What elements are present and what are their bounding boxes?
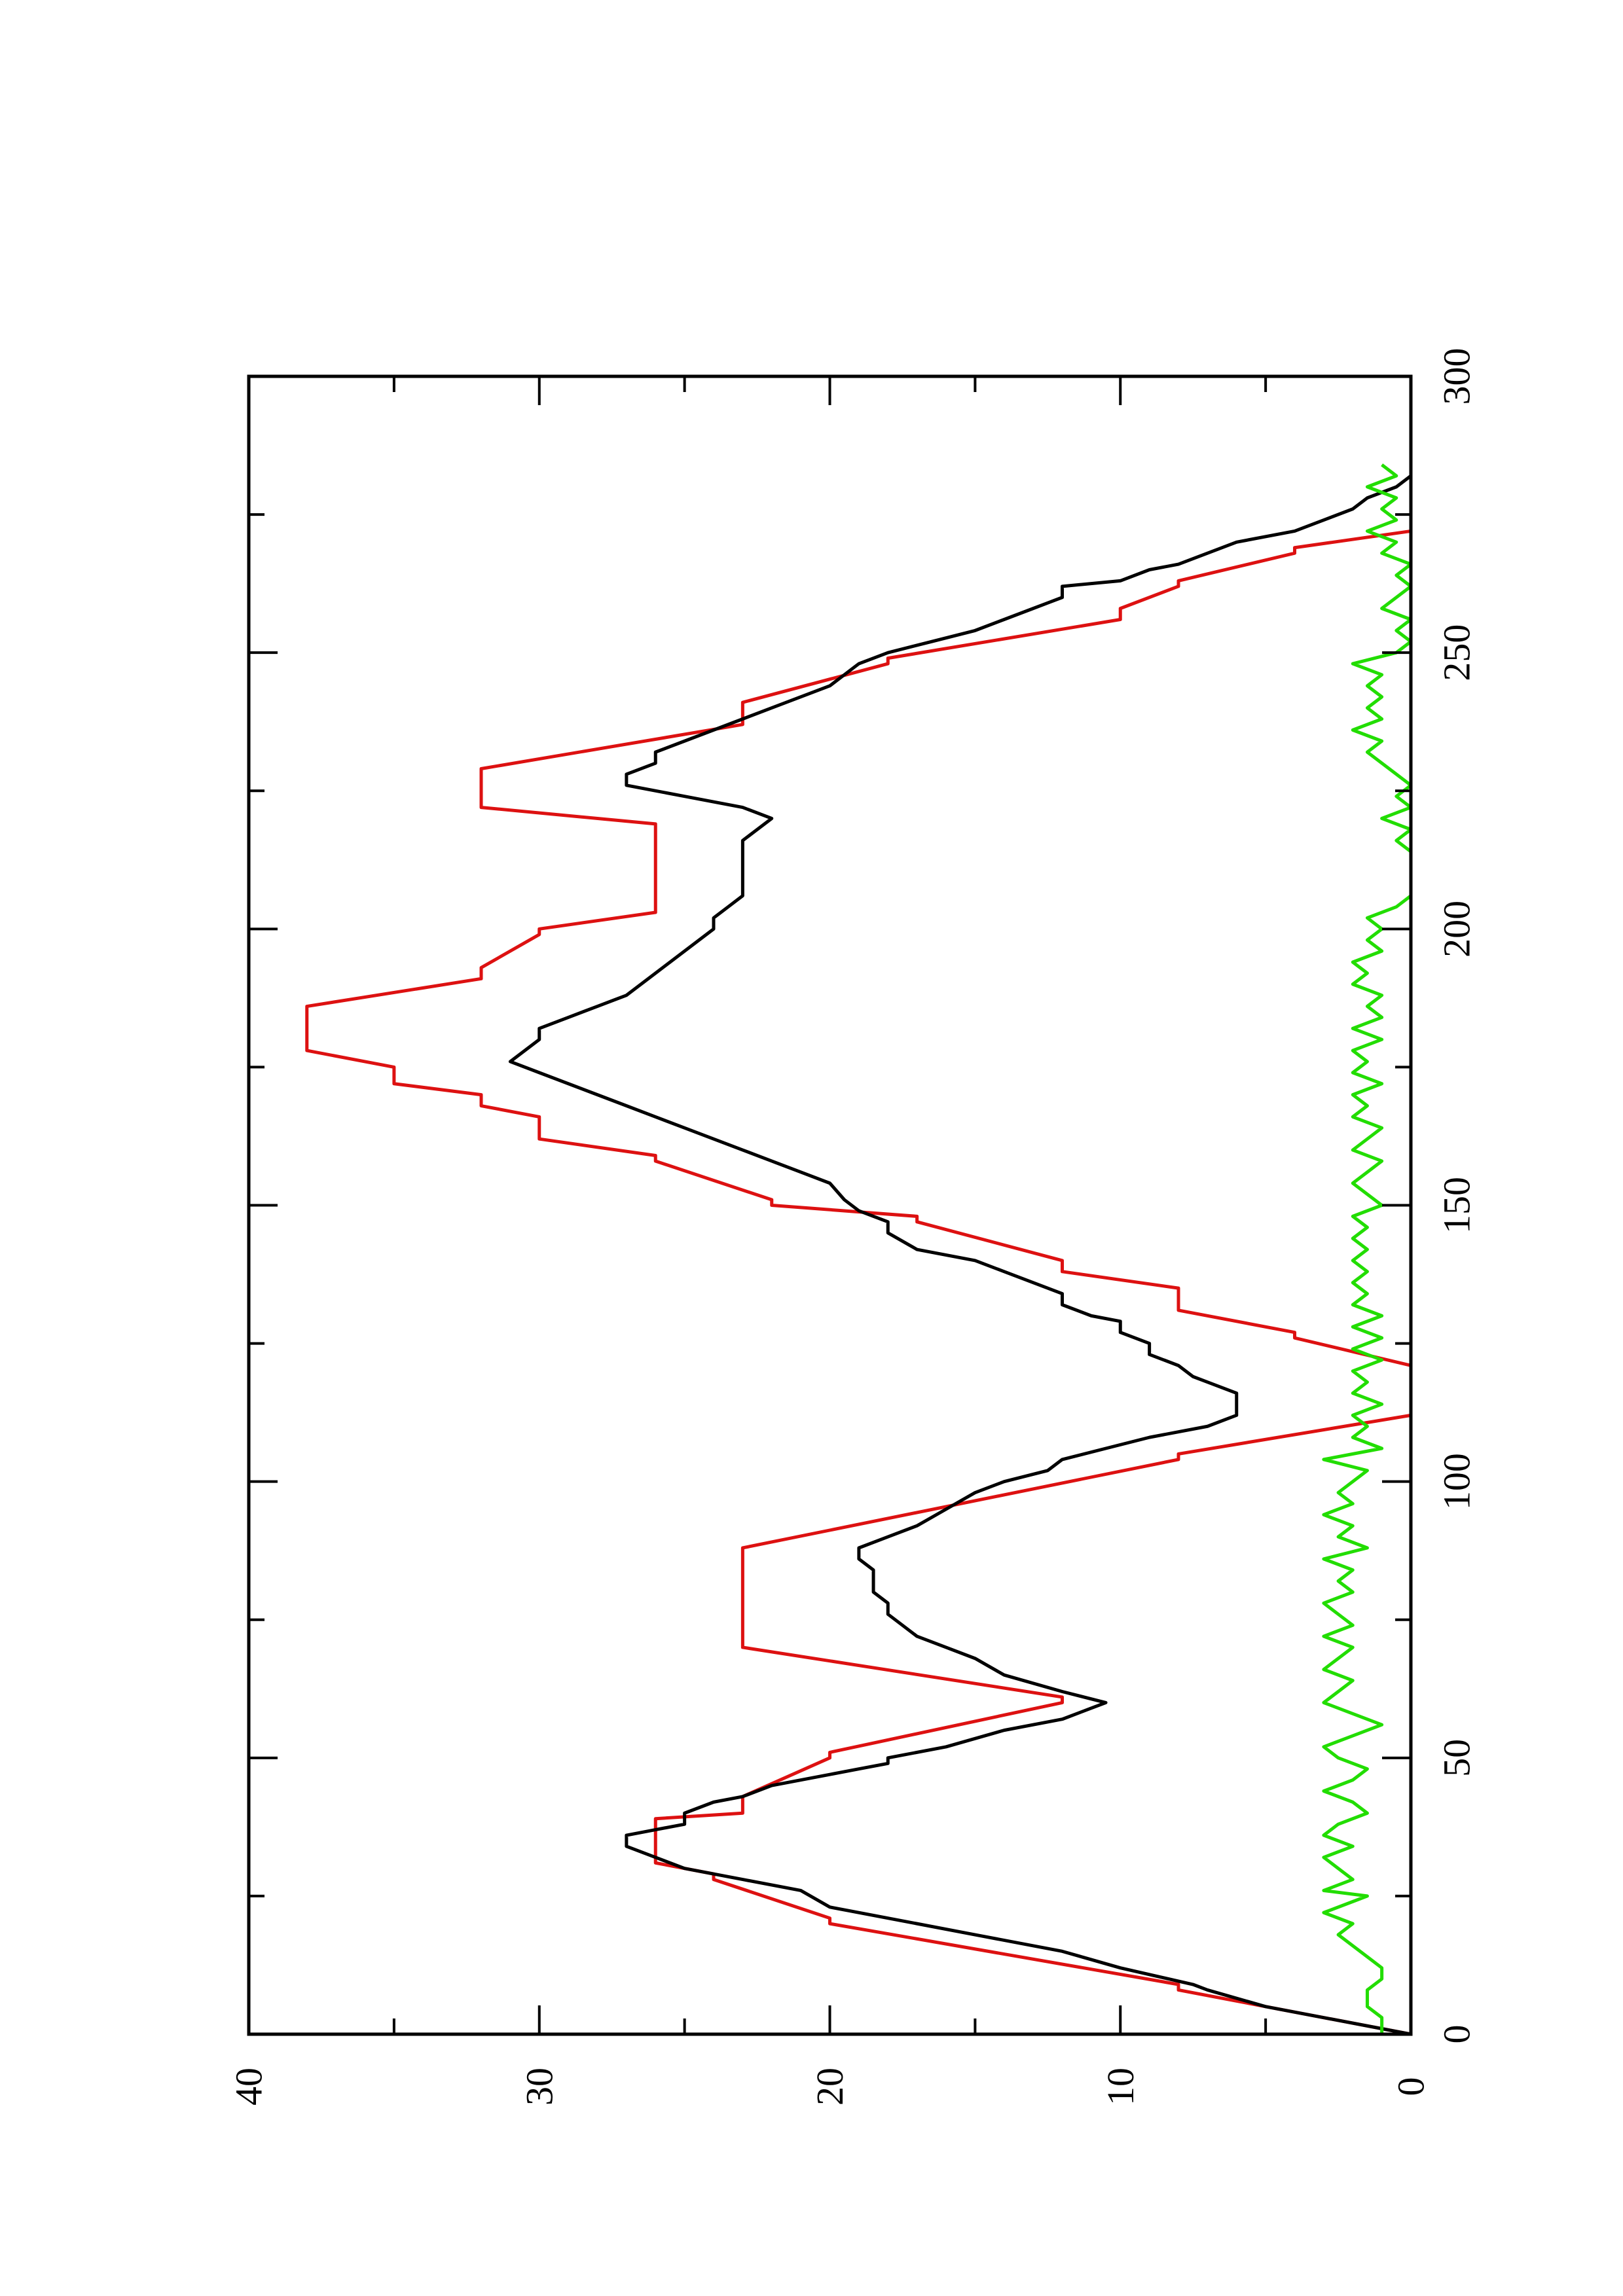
series-line-2: [508, 474, 1412, 2036]
tick-layer: 0 50 100 150 200 250 300 0 10 20 30 40: [228, 348, 1478, 2106]
series-line-1: [305, 529, 1413, 2036]
x-tick-label: 250: [1436, 624, 1478, 681]
y-tick-label: 40: [228, 2068, 270, 2106]
x-tick-label: 150: [1436, 1177, 1478, 1234]
y-tick-label: 30: [518, 2068, 560, 2106]
y-tick-label: 0: [1390, 2077, 1432, 2096]
y-tick-label: 20: [809, 2068, 851, 2106]
x-tick-label: 300: [1436, 348, 1478, 405]
x-tick-label: 50: [1436, 1739, 1478, 1777]
series-line-3: [1322, 463, 1413, 2034]
y-tick-label: 10: [1099, 2068, 1142, 2106]
series-layer: [305, 463, 1413, 2036]
x-tick-label: 0: [1436, 2025, 1478, 2044]
x-tick-label: 100: [1436, 1453, 1478, 1510]
x-tick-label: 200: [1436, 901, 1478, 958]
